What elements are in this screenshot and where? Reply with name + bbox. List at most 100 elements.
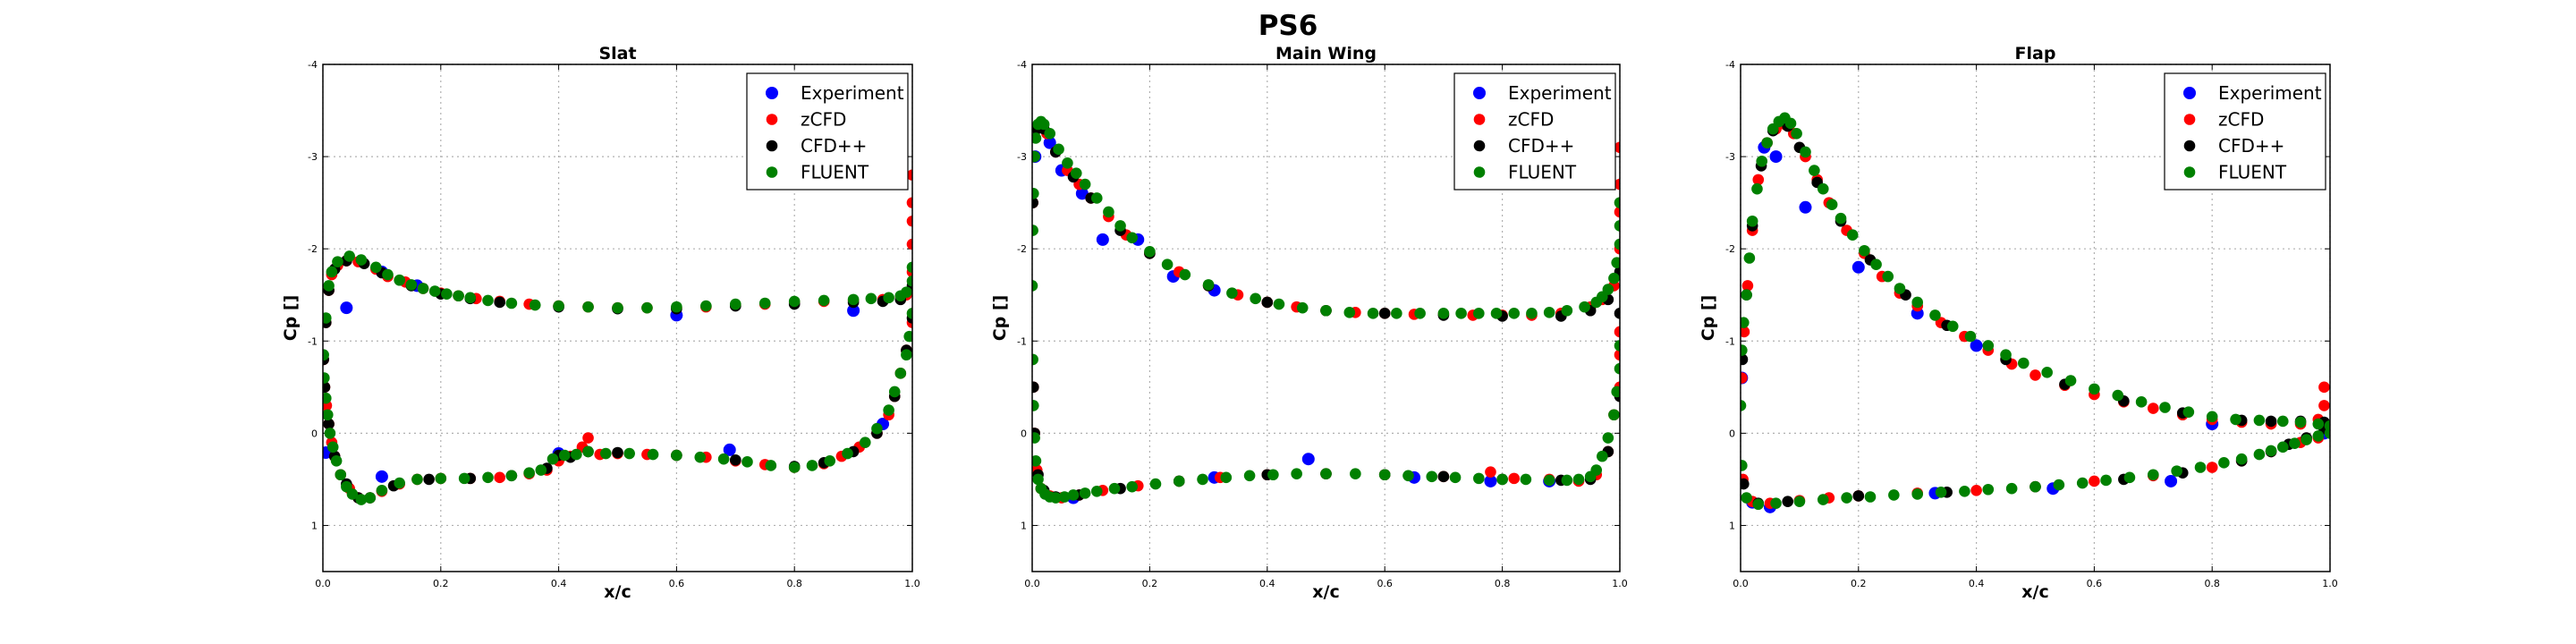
data-point-fluent [2253,414,2266,427]
data-point-fluent [330,454,343,467]
data-point-zcfd [906,215,912,227]
data-point-fluent [1070,167,1082,179]
data-point-fluent [671,301,682,313]
data-point-fluent [571,448,582,461]
y-tick-label: -3 [308,151,318,163]
x-tick-label: 0.2 [1142,578,1158,589]
y-tick-label: -1 [1725,335,1735,347]
data-point-fluent [1935,487,1947,498]
legend-item-cfd: CFD++ [1473,135,1574,157]
data-point-fluent [2000,349,2012,361]
data-point-fluent [1126,232,1138,244]
data-point-fluent [859,436,871,448]
data-point-fluent [355,254,368,266]
data-point-fluent [1784,117,1797,130]
data-point-fluent [1032,188,1039,199]
data-point-fluent [1911,296,1923,309]
data-point-cfd [1378,308,1391,319]
data-point-fluent [1743,252,1756,264]
data-point-cfd [1032,197,1038,208]
x-tick-label: 0.8 [1495,578,1511,589]
data-point-fluent [901,349,912,361]
data-point-fluent [323,349,329,361]
data-point-fluent [1426,470,1438,483]
legend-label: FLUENT [2218,162,2287,183]
data-point-zcfd [906,197,912,208]
data-point-fluent [505,470,518,482]
data-point-zcfd [1752,174,1765,186]
data-point-fluent [1741,289,1752,301]
data-point-fluent [2159,402,2171,413]
data-point-fluent [1864,491,1877,503]
data-point-fluent [647,448,659,461]
x-tick-label: 1.0 [2322,578,2338,589]
data-point-fluent [2218,457,2230,469]
data-point-fluent [1602,284,1614,295]
subplot-main-wing: 0.0 0.2 0.4 0.6 0.8 1.0 -4 -3 -2 -1 0 1 Main Wing x/c… [990,44,1628,602]
data-point-fluent [1161,258,1174,271]
data-point-fluent [1449,471,1462,484]
data-point-fluent [901,286,912,298]
data-point-fluent [2289,437,2301,450]
legend-label: Experiment [2218,82,2322,104]
data-point-fluent [1402,470,1414,482]
data-point-fluent [1859,244,1870,257]
data-point-fluent [2182,406,2195,418]
data-point-fluent [323,280,335,292]
data-point-fluent [1079,487,1091,499]
data-point-fluent [2324,428,2330,439]
data-point-fluent [1414,308,1426,319]
data-point-fluent [1817,182,1829,195]
legend-marker [1473,166,1486,178]
data-point-fluent [700,300,712,312]
data-point-fluent [2265,445,2277,457]
legend-label: zCFD [1508,109,1554,131]
data-point-fluent [2148,469,2159,481]
data-point-fluent [1746,215,1758,227]
data-point-fluent [1614,197,1620,208]
y-tick-label: -2 [1725,243,1735,255]
data-point-zcfd [2029,369,2041,381]
data-point-fluent [326,266,338,278]
data-point-fluent [523,467,535,479]
data-point-cfd [1032,381,1039,394]
data-point-fluent [355,494,368,505]
x-axis-label: x/c [604,582,631,602]
data-point-fluent [1296,301,1309,314]
legend-marker [2183,140,2196,152]
data-point-fluent [1179,268,1191,281]
data-point-fluent [1032,150,1040,163]
legend-label: CFD++ [1508,135,1574,157]
x-axis-label: x/c [2021,582,2048,602]
data-point-fluent [2171,465,2182,477]
legend-item-zcfd: zCFD [2183,109,2264,131]
data-point-cfd [730,453,741,466]
data-point-fluent [2064,375,2077,386]
y-axis-label: Cp [] [281,295,301,342]
legend-label: CFD++ [801,135,867,157]
data-point-fluent [883,404,894,416]
data-point-fluent [1058,491,1071,503]
data-point-fluent [1273,298,1285,310]
data-point-fluent [1378,469,1391,481]
data-point-fluent [1508,308,1521,319]
data-point-fluent [1741,344,1748,356]
data-point-experiment [1096,233,1109,246]
data-point-fluent [1982,340,1995,352]
data-point-fluent [842,447,853,460]
data-point-fluent [1197,473,1208,486]
data-point-fluent [1800,146,1811,158]
data-point-zcfd [1970,484,1982,496]
data-point-zcfd [1741,326,1750,338]
data-point-fluent [1320,468,1332,480]
x-tick-label: 0.8 [786,578,802,589]
data-point-fluent [2005,482,2018,495]
data-point-fluent [1473,472,1485,485]
data-point-fluent [2301,434,2312,445]
data-point-cfd [2265,415,2277,428]
data-point-fluent [818,294,830,307]
data-point-fluent [1809,165,1820,176]
data-point-experiment [375,470,388,483]
data-point-fluent [788,295,801,308]
